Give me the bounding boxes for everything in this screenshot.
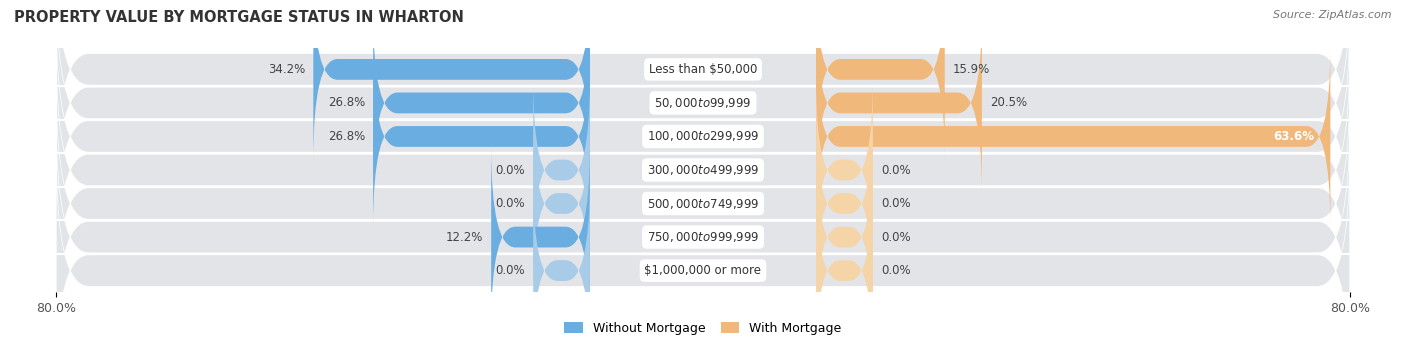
Legend: Without Mortgage, With Mortgage: Without Mortgage, With Mortgage	[560, 317, 846, 340]
FancyBboxPatch shape	[56, 152, 1350, 340]
Text: 0.0%: 0.0%	[880, 264, 911, 277]
FancyBboxPatch shape	[56, 85, 1350, 322]
Text: 26.8%: 26.8%	[328, 130, 366, 143]
Text: Source: ZipAtlas.com: Source: ZipAtlas.com	[1274, 10, 1392, 20]
FancyBboxPatch shape	[533, 113, 591, 294]
FancyBboxPatch shape	[56, 0, 1350, 188]
FancyBboxPatch shape	[815, 0, 945, 159]
Text: $100,000 to $299,999: $100,000 to $299,999	[647, 130, 759, 143]
Text: 63.6%: 63.6%	[1274, 130, 1315, 143]
Text: 12.2%: 12.2%	[446, 231, 484, 243]
FancyBboxPatch shape	[815, 147, 873, 327]
Text: $300,000 to $499,999: $300,000 to $499,999	[647, 163, 759, 177]
FancyBboxPatch shape	[533, 80, 591, 260]
Text: Less than $50,000: Less than $50,000	[648, 63, 758, 76]
FancyBboxPatch shape	[373, 13, 591, 193]
FancyBboxPatch shape	[491, 147, 591, 327]
FancyBboxPatch shape	[56, 0, 1350, 221]
FancyBboxPatch shape	[815, 80, 873, 260]
Text: 0.0%: 0.0%	[495, 164, 526, 176]
FancyBboxPatch shape	[56, 52, 1350, 288]
FancyBboxPatch shape	[56, 18, 1350, 255]
FancyBboxPatch shape	[815, 13, 981, 193]
Text: 0.0%: 0.0%	[880, 197, 911, 210]
FancyBboxPatch shape	[314, 0, 591, 159]
Text: $50,000 to $99,999: $50,000 to $99,999	[654, 96, 752, 110]
Text: 15.9%: 15.9%	[953, 63, 990, 76]
Text: $750,000 to $999,999: $750,000 to $999,999	[647, 230, 759, 244]
Text: 0.0%: 0.0%	[880, 164, 911, 176]
Text: 0.0%: 0.0%	[880, 231, 911, 243]
Text: 0.0%: 0.0%	[495, 197, 526, 210]
Text: $500,000 to $749,999: $500,000 to $749,999	[647, 197, 759, 210]
FancyBboxPatch shape	[56, 119, 1350, 340]
FancyBboxPatch shape	[815, 181, 873, 340]
FancyBboxPatch shape	[533, 181, 591, 340]
Text: 20.5%: 20.5%	[990, 97, 1028, 109]
Text: 0.0%: 0.0%	[495, 264, 526, 277]
FancyBboxPatch shape	[373, 46, 591, 227]
FancyBboxPatch shape	[815, 46, 1330, 227]
FancyBboxPatch shape	[815, 113, 873, 294]
Text: $1,000,000 or more: $1,000,000 or more	[644, 264, 762, 277]
Text: 26.8%: 26.8%	[328, 97, 366, 109]
Text: PROPERTY VALUE BY MORTGAGE STATUS IN WHARTON: PROPERTY VALUE BY MORTGAGE STATUS IN WHA…	[14, 10, 464, 25]
Text: 34.2%: 34.2%	[269, 63, 305, 76]
